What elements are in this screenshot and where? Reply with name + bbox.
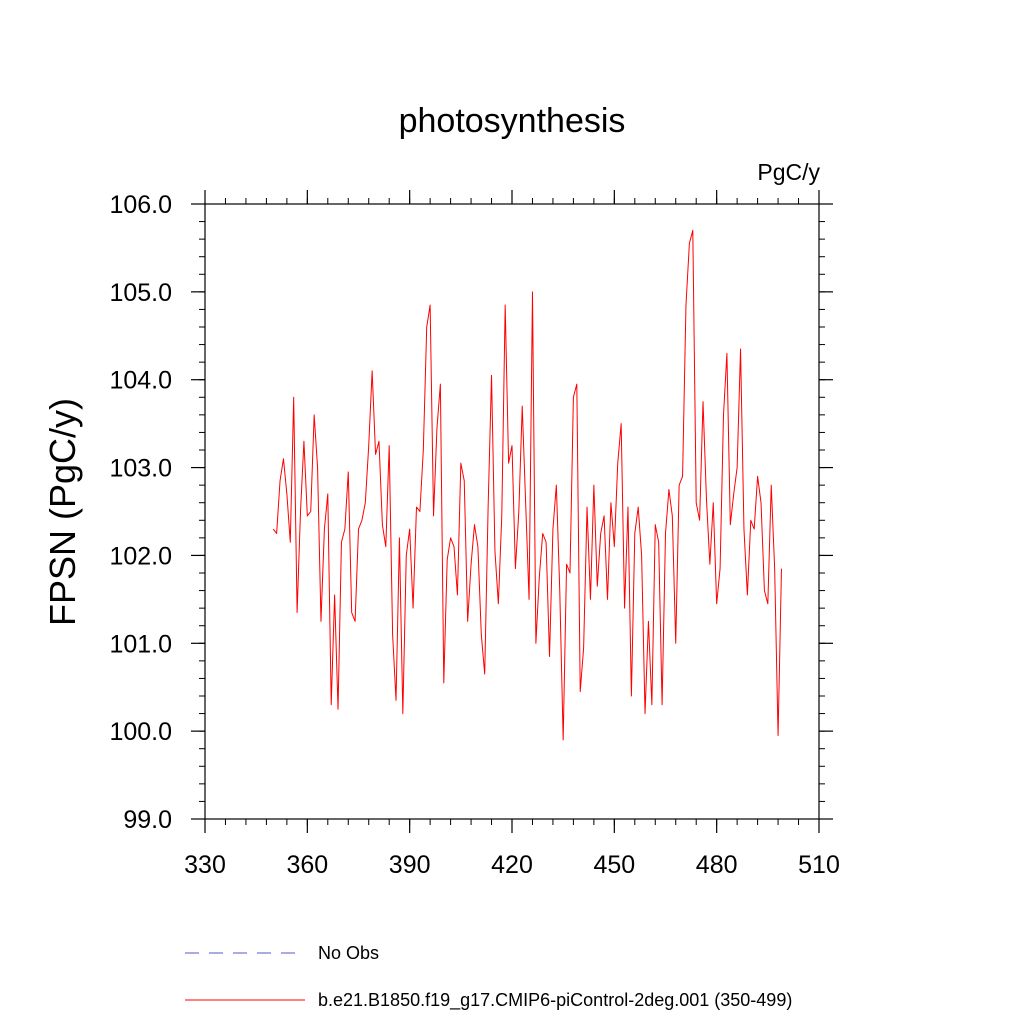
x-tick-label: 360 [286, 851, 328, 879]
x-tick-label: 480 [696, 851, 738, 879]
y-tick-label: 100.0 [109, 718, 172, 746]
y-tick-label: 103.0 [109, 455, 172, 483]
series-line-1 [272, 229, 782, 741]
minor-ticks [199, 198, 825, 825]
legend-label-picontrol: b.e21.B1850.f19_g17.CMIP6-piControl-2deg… [318, 990, 792, 1011]
y-tick-label: 106.0 [109, 191, 172, 219]
y-axis-title: FPSN (PgC/y) [42, 398, 83, 626]
chart-title: photosynthesis [399, 102, 626, 140]
major-ticks [191, 190, 833, 833]
x-tick-label: 420 [491, 851, 533, 879]
y-tick-label: 102.0 [109, 542, 172, 570]
series-layer [272, 229, 782, 741]
x-tick-label: 510 [798, 851, 840, 879]
legend: No Obs b.e21.B1850.f19_g17.CMIP6-piContr… [185, 943, 792, 1011]
y-tick-label: 99.0 [123, 806, 172, 834]
plot-frame [204, 203, 820, 820]
x-tick-label: 390 [389, 851, 431, 879]
x-tick-label: 450 [593, 851, 635, 879]
x-tick-label: 330 [184, 851, 226, 879]
x-tick-labels: 330 360 390 420 450 480 510 [184, 851, 840, 879]
y-tick-label: 101.0 [109, 630, 172, 658]
y-tick-label: 105.0 [109, 279, 172, 307]
units-label: PgC/y [757, 159, 820, 185]
y-tick-labels: 99.0 100.0 101.0 102.0 103.0 104.0 105.0 106.0 [109, 191, 172, 834]
y-tick-label: 104.0 [109, 367, 172, 395]
legend-label-no-obs: No Obs [318, 943, 379, 963]
